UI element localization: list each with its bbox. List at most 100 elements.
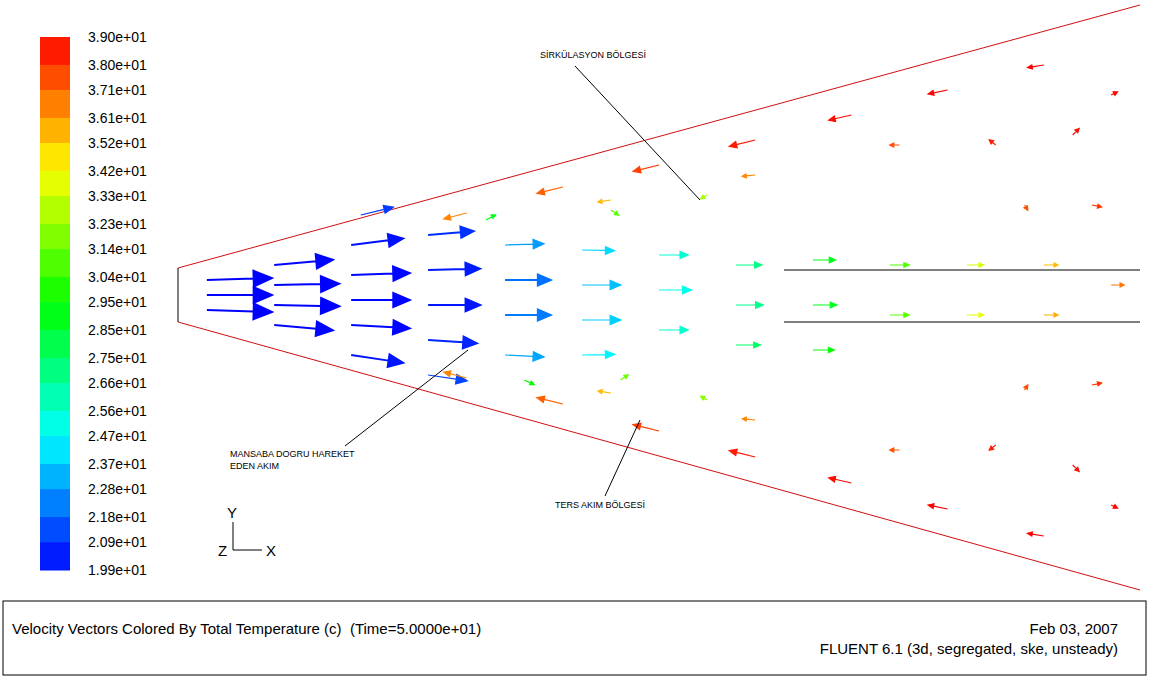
velocity-vector (444, 213, 467, 220)
velocity-vector (207, 304, 272, 320)
colorbar-cell (40, 118, 70, 144)
annotation: TERS AKIM BÖLGESİ (555, 500, 645, 510)
colorbar-tick-label: 2.56e+01 (88, 403, 147, 419)
colorbar-cell (40, 489, 70, 517)
triad-x (233, 550, 262, 551)
velocity-vector (1024, 385, 1028, 390)
colorbar-cell (40, 330, 70, 358)
colorbar-cell (40, 358, 70, 384)
colorbar-cell (40, 411, 70, 437)
velocity-vector (633, 165, 659, 173)
colorbar-tick-label: 3.61e+01 (88, 110, 147, 126)
velocity-vector (967, 263, 984, 267)
colorbar-tick-label: 3.71e+01 (88, 82, 147, 98)
colorbar-cell (40, 464, 70, 490)
velocity-vector (890, 313, 910, 318)
velocity-vector (1028, 532, 1044, 536)
figure: 3.90e+013.80e+013.71e+013.61e+013.52e+01… (0, 0, 1150, 682)
velocity-vector (582, 247, 615, 255)
velocity-vector (928, 90, 948, 95)
colorbar-cell (40, 249, 70, 277)
colorbar-tick-label: 3.90e+01 (88, 29, 147, 45)
velocity-vector (1044, 263, 1058, 267)
velocity-vector (274, 322, 333, 336)
colorbar-tick-label: 2.66e+01 (88, 375, 147, 391)
colorbar-tick-label: 3.14e+01 (88, 241, 147, 257)
annotations: SİRKÜLASYON BÖLGESİMANSABA DOGRU HAREKET… (230, 50, 700, 510)
velocity-vector (1111, 92, 1118, 96)
velocity-vector (505, 239, 544, 248)
colorbar-tick-label: 2.95e+01 (88, 294, 147, 310)
velocity-vector (928, 504, 948, 509)
velocity-vector (813, 302, 837, 308)
velocity-vector (1111, 283, 1124, 287)
velocity-vector (524, 380, 534, 385)
velocity-vector (890, 263, 910, 268)
velocity-vector (351, 234, 403, 246)
boundary-line (784, 270, 1140, 271)
solver: FLUENT 6.1 (3d, segregated, ske, unstead… (820, 640, 1118, 657)
footer-box (3, 601, 1146, 675)
velocity-vector (736, 342, 761, 348)
velocity-vector (444, 371, 467, 378)
velocity-vector (701, 396, 708, 400)
velocity-vector (361, 205, 394, 215)
velocity-vector (1073, 465, 1080, 472)
colorbar-cell (40, 224, 70, 250)
velocity-vector (505, 275, 551, 286)
footer: Velocity Vectors Colored By Total Temper… (3, 601, 1146, 675)
velocity-vector (351, 293, 410, 307)
velocity-vector (1111, 505, 1118, 509)
velocity-vector (428, 263, 480, 275)
triad-label: Y (227, 504, 237, 521)
velocity-vector (598, 390, 611, 394)
velocity-vector (829, 477, 852, 483)
colorbar-tick-label: 2.75e+01 (88, 350, 147, 366)
velocity-vector (890, 448, 900, 452)
velocity-vector (742, 417, 755, 421)
velocity-vector (736, 262, 762, 268)
colorbar-cell (40, 542, 70, 570)
velocity-vector (659, 326, 688, 333)
velocity-vector (505, 310, 551, 321)
velocity-vector (611, 210, 619, 215)
colorbar-tick-label: 3.42e+01 (88, 163, 147, 179)
colorbar-tick-label: 2.18e+01 (88, 509, 147, 525)
velocity-vector (428, 336, 477, 348)
leader-line (345, 350, 468, 446)
colorbar-cell (40, 65, 70, 91)
boundary-line (784, 322, 1140, 323)
background (0, 0, 1150, 682)
colorbar-cell (40, 436, 70, 464)
velocity-vector (1024, 205, 1028, 210)
colorbar-cell (40, 302, 70, 330)
velocity-vector (207, 271, 272, 287)
colorbar-tick-label: 2.37e+01 (88, 456, 147, 472)
velocity-vector (729, 140, 755, 148)
velocity-vector (582, 315, 621, 324)
velocity-vector (659, 251, 688, 258)
velocity-vector (537, 396, 563, 404)
colorbar-tick-label: 3.52e+01 (88, 135, 147, 151)
velocity-vector (274, 298, 339, 314)
inlet (178, 268, 179, 322)
velocity-vector (351, 320, 410, 334)
colorbar-cell (40, 517, 70, 543)
velocity-vector (989, 140, 996, 145)
velocity-vector (829, 115, 852, 121)
leader-line (605, 420, 640, 496)
velocity-vector (505, 352, 544, 361)
velocity-vector (1044, 313, 1058, 317)
colorbar-cell (40, 171, 70, 197)
annotation: MANSABA DOGRU HAREKETEDEN AKIM (230, 449, 355, 471)
wall (178, 322, 1140, 590)
velocity-vector (582, 351, 615, 359)
velocity-vector (207, 287, 272, 303)
velocity-vector (1073, 129, 1080, 136)
colorbar-cell (40, 143, 70, 171)
colorbar-tick-label: 2.28e+01 (88, 481, 147, 497)
colorbar-tick-label: 3.33e+01 (88, 188, 147, 204)
colorbar-cell (40, 37, 70, 65)
velocity-vector (428, 227, 474, 238)
colorbar-cell (40, 90, 70, 118)
